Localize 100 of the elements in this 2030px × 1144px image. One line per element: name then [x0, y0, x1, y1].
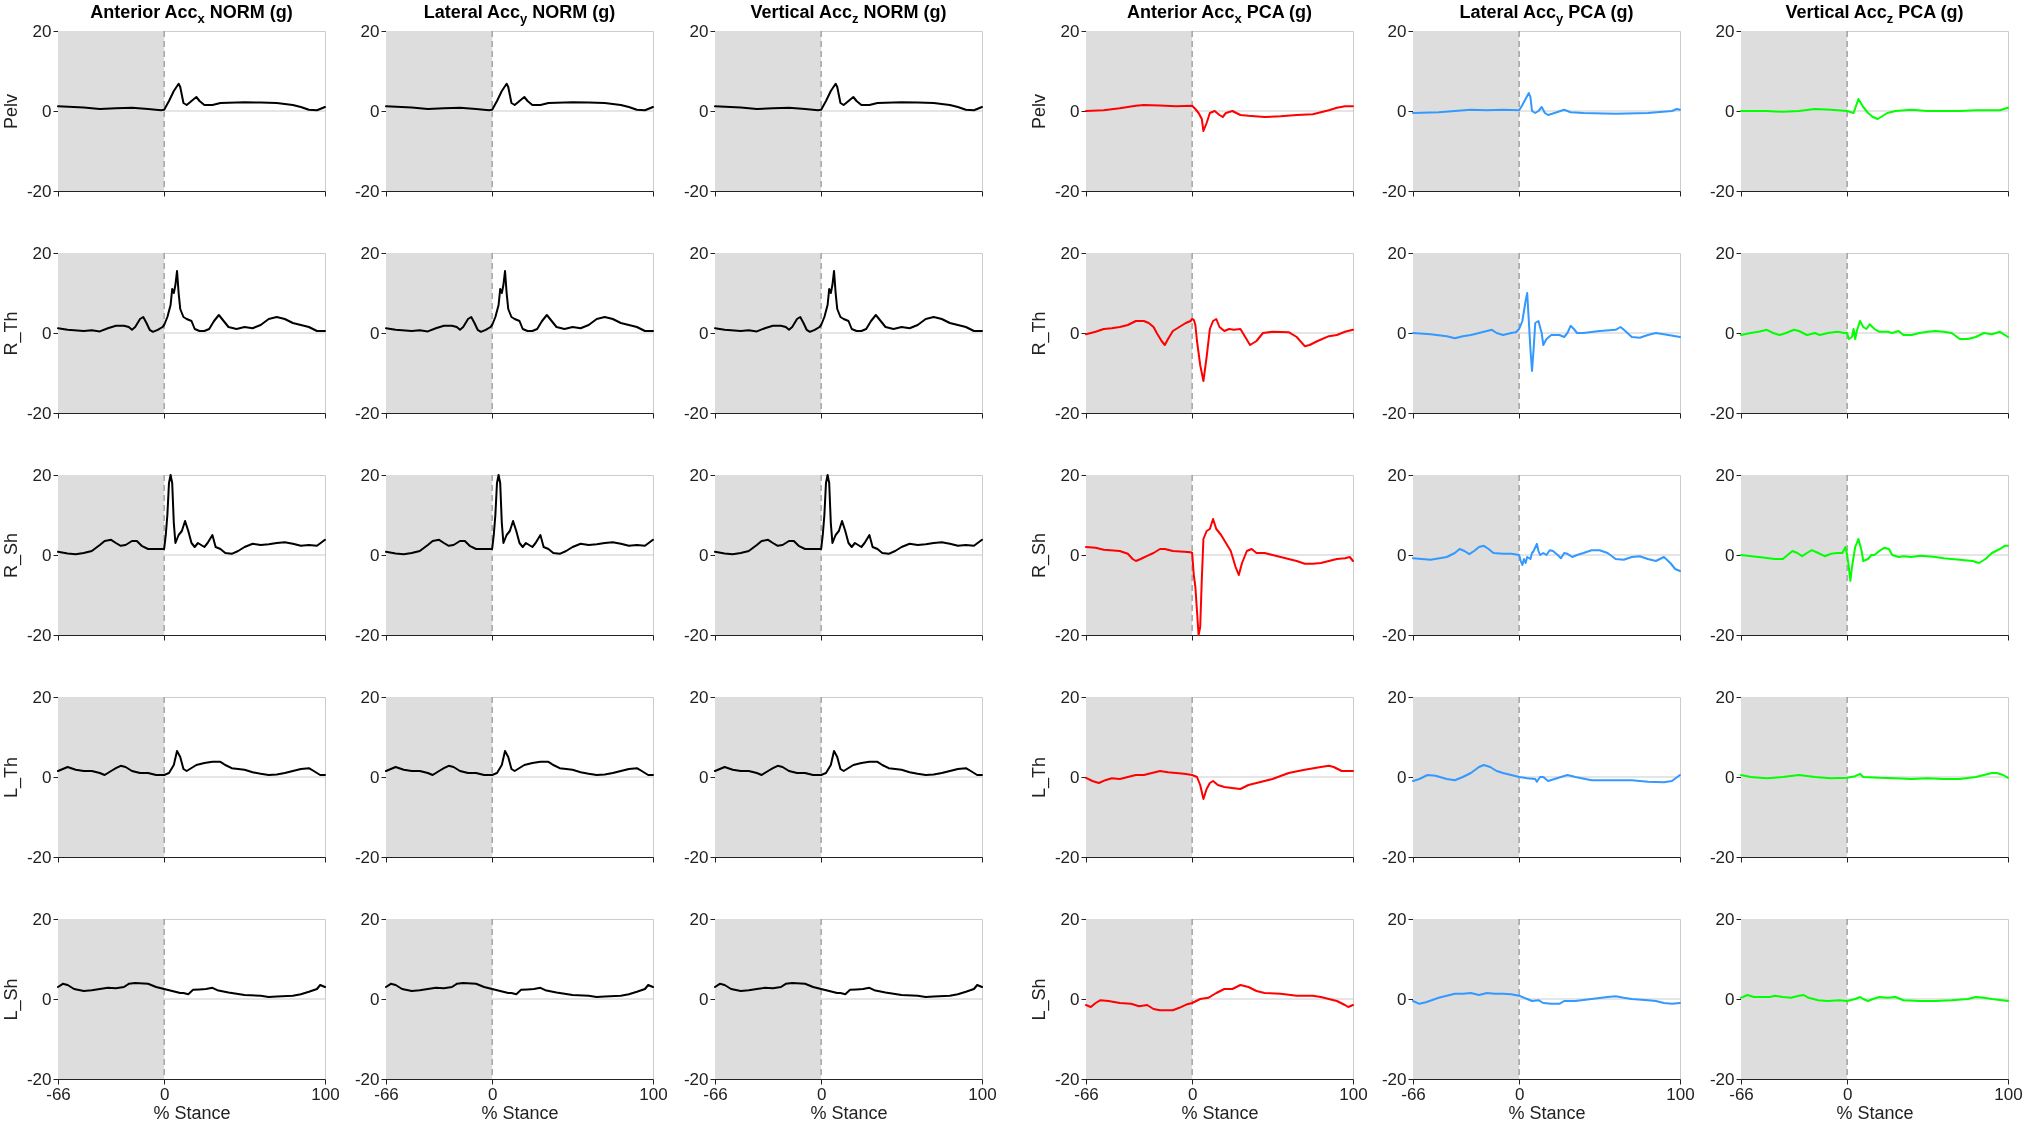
y-axis-title: R_Sh	[1028, 532, 1050, 579]
y-tick-label: 20	[32, 465, 52, 485]
y-tick-label: 0	[1397, 545, 1407, 565]
y-tick-label: -20	[683, 181, 709, 201]
y-tick-label: 0	[370, 101, 380, 121]
y-tick-label: 0	[1397, 767, 1407, 787]
x-tick-label: 0	[816, 1084, 827, 1104]
y-tick-label: -20	[1054, 403, 1080, 423]
y-tick-label: 0	[699, 101, 709, 121]
y-tick-label: -20	[1381, 181, 1407, 201]
y-tick-label: 20	[32, 243, 52, 263]
y-tick-label: 0	[1070, 767, 1080, 787]
y-tick-label: 0	[1397, 101, 1407, 121]
line-series	[1085, 318, 1354, 382]
y-tick-label: -20	[1381, 847, 1407, 867]
y-tick-label: 20	[1060, 465, 1080, 485]
y-tick-label: 0	[699, 989, 709, 1009]
line-series	[1412, 542, 1681, 572]
x-tick-label: 0	[1187, 1084, 1198, 1104]
y-tick-label: 20	[360, 465, 380, 485]
y-tick-label: 20	[1387, 21, 1407, 41]
y-tick-label: -20	[1054, 625, 1080, 645]
y-axis-title: R_Th	[1028, 311, 1050, 356]
y-tick-label: -20	[1381, 625, 1407, 645]
y-tick-label: -20	[1381, 403, 1407, 423]
y-tick-label: 20	[1060, 909, 1080, 929]
y-tick-label: 0	[1725, 101, 1735, 121]
y-tick-label: -20	[354, 181, 380, 201]
y-tick-label: -20	[26, 403, 52, 423]
y-tick-label: -20	[26, 181, 52, 201]
line-series	[57, 270, 326, 333]
y-tick-label: 0	[1070, 545, 1080, 565]
y-tick-label: 20	[32, 687, 52, 707]
chart-title: Vertical Acc$_{z}$ PCA (g)	[1784, 2, 1965, 26]
y-tick-label: 0	[370, 989, 380, 1009]
y-tick-label: 0	[42, 101, 52, 121]
y-tick-label: 0	[699, 767, 709, 787]
line-series	[1740, 538, 2009, 582]
chart-title: Vertical Acc$_{z}$ NORM (g)	[749, 2, 948, 26]
x-tick-label: 100	[1666, 1084, 1695, 1104]
y-tick-label: 0	[370, 767, 380, 787]
y-tick-label: 0	[42, 989, 52, 1009]
y-axis-title: L_Th	[0, 756, 22, 799]
line-series	[714, 474, 983, 556]
line-series	[1412, 764, 1681, 784]
y-tick-label: 20	[1387, 243, 1407, 263]
y-tick-label: -20	[1709, 181, 1735, 201]
y-tick-label: 20	[689, 243, 709, 263]
x-tick-label: 0	[1842, 1084, 1853, 1104]
y-tick-label: 0	[1725, 323, 1735, 343]
line-series	[57, 82, 326, 112]
y-tick-label: 0	[1397, 323, 1407, 343]
y-tick-label: -20	[1709, 403, 1735, 423]
x-tick-label: 100	[311, 1084, 340, 1104]
y-tick-label: 20	[360, 243, 380, 263]
y-tick-label: 20	[360, 687, 380, 707]
line-series	[1740, 772, 2009, 780]
y-tick-label: 20	[1715, 687, 1735, 707]
y-tick-label: 20	[1715, 243, 1735, 263]
line-series	[1085, 764, 1354, 800]
y-tick-label: 0	[370, 323, 380, 343]
chart-title: Lateral Acc$_{y}$ NORM (g)	[422, 2, 617, 26]
line-series	[714, 750, 983, 776]
y-tick-label: 0	[42, 323, 52, 343]
y-tick-label: 0	[1397, 989, 1407, 1009]
y-tick-label: 0	[1070, 323, 1080, 343]
y-axis-title: R_Sh	[0, 532, 22, 579]
line-series	[57, 750, 326, 776]
line-series	[385, 750, 654, 776]
x-axis-title: % Stance	[1508, 1102, 1586, 1123]
y-axis-title: R_Th	[0, 311, 22, 356]
y-tick-label: 20	[1060, 21, 1080, 41]
y-tick-label: -20	[354, 403, 380, 423]
y-axis-title: L_Sh	[1028, 978, 1050, 1021]
x-axis-title: % Stance	[1181, 1102, 1259, 1123]
y-tick-label: -20	[683, 847, 709, 867]
y-tick-label: -20	[1054, 181, 1080, 201]
line-series	[1740, 98, 2009, 120]
x-tick-label: 100	[639, 1084, 668, 1104]
y-tick-label: 20	[360, 909, 380, 929]
y-tick-label: -20	[354, 847, 380, 867]
x-axis-title: % Stance	[810, 1102, 888, 1123]
x-tick-label: 0	[1514, 1084, 1525, 1104]
y-tick-label: 20	[1060, 243, 1080, 263]
y-tick-label: 20	[689, 21, 709, 41]
y-tick-label: 20	[32, 909, 52, 929]
x-axis-title: % Stance	[481, 1102, 559, 1123]
y-tick-label: 20	[1715, 909, 1735, 929]
y-tick-label: 0	[1725, 545, 1735, 565]
y-tick-label: 20	[689, 465, 709, 485]
line-series	[714, 270, 983, 333]
y-tick-label: -20	[354, 625, 380, 645]
y-tick-label: -20	[26, 847, 52, 867]
y-tick-label: 20	[360, 21, 380, 41]
y-tick-label: 20	[1060, 687, 1080, 707]
y-axis-title: L_Sh	[0, 978, 22, 1021]
y-tick-label: -20	[1709, 847, 1735, 867]
line-series	[57, 982, 326, 998]
y-tick-label: 20	[32, 21, 52, 41]
chart-title: Anterior Acc$_{x}$ NORM (g)	[89, 2, 294, 26]
